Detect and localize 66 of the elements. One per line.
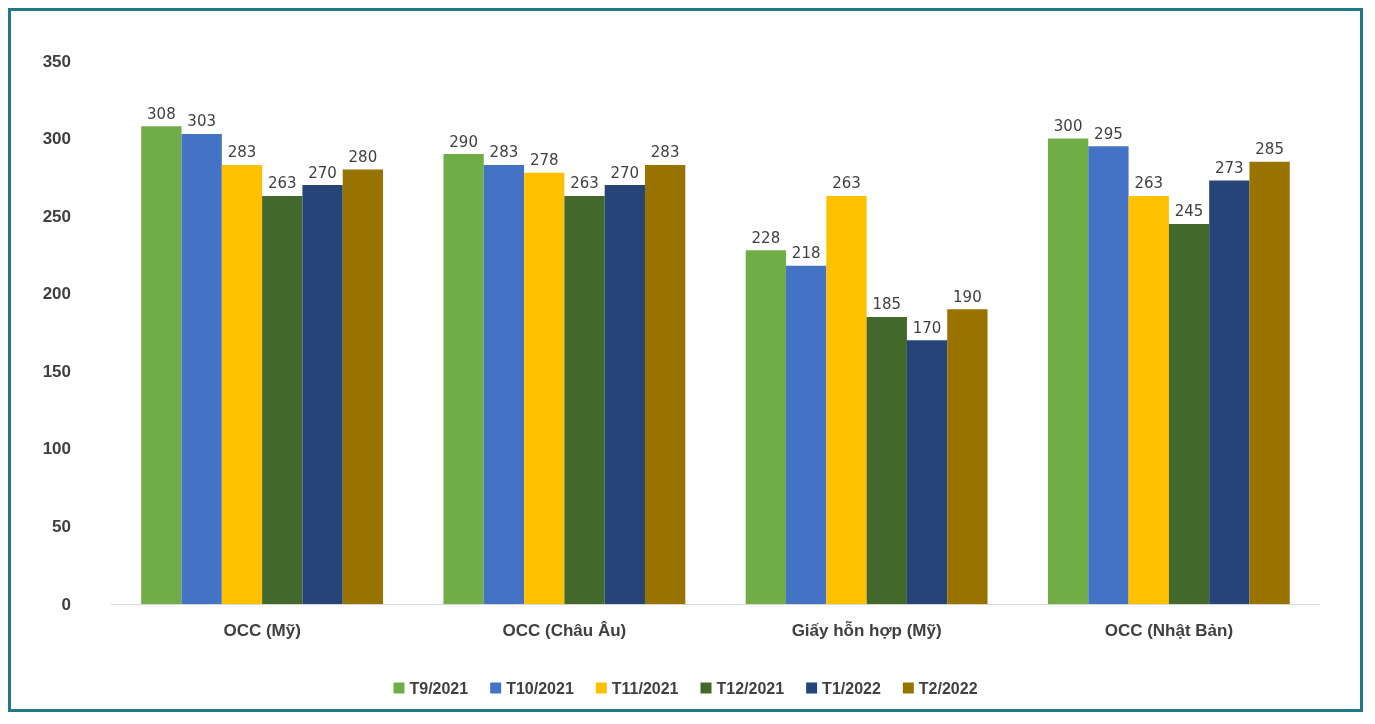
y-tick-label: 50 <box>52 516 71 536</box>
bar <box>1047 138 1089 604</box>
data-label: 278 <box>529 151 559 170</box>
bar <box>604 185 645 604</box>
data-label: 170 <box>912 318 942 337</box>
x-tick-label: OCC (Mỹ) <box>223 621 301 640</box>
data-label: 295 <box>1094 124 1123 143</box>
x-tick-label: Giấy hỗn hợp (Mỹ) <box>791 621 942 640</box>
y-tick-label: 300 <box>42 129 71 149</box>
bar <box>221 164 263 604</box>
bar <box>483 164 525 604</box>
bar <box>947 309 988 604</box>
bar <box>1128 195 1169 604</box>
data-label: 273 <box>1215 158 1244 177</box>
bar <box>564 195 605 604</box>
bar <box>141 126 182 604</box>
bar <box>826 195 867 604</box>
bar <box>786 265 827 604</box>
data-label: 263 <box>570 174 599 193</box>
data-label: 283 <box>650 143 680 162</box>
bar <box>866 316 907 604</box>
data-label: 283 <box>489 143 519 162</box>
data-label: 270 <box>308 163 337 182</box>
data-label: 300 <box>1053 117 1083 136</box>
data-label: 290 <box>449 132 478 151</box>
bar <box>302 185 343 604</box>
data-label: 263 <box>1134 174 1164 193</box>
bar <box>443 154 484 604</box>
y-tick-label: 150 <box>42 361 71 381</box>
bar <box>524 172 565 604</box>
data-label: 263 <box>832 174 861 193</box>
bar <box>342 169 384 604</box>
data-label: 263 <box>267 174 297 193</box>
data-label: 218 <box>791 244 821 263</box>
bar <box>745 250 787 604</box>
legend-label: T12/2021 <box>716 679 785 697</box>
y-tick-label: 350 <box>42 51 71 71</box>
data-label: 285 <box>1255 140 1284 159</box>
legend-label: T11/2021 <box>611 679 679 697</box>
bar <box>1249 161 1290 604</box>
data-label: 283 <box>227 143 257 162</box>
x-tick-label: OCC (Nhật Bản) <box>1104 621 1234 640</box>
y-tick-label: 200 <box>42 284 71 304</box>
y-tick-label: 100 <box>42 439 71 459</box>
data-label: 245 <box>1174 202 1204 221</box>
legend-label: T9/2021 <box>409 679 469 697</box>
x-tick-label: OCC (Châu Âu) <box>502 621 627 640</box>
legend-label: T2/2022 <box>918 679 978 697</box>
bar <box>181 133 222 604</box>
data-label: 185 <box>872 295 902 314</box>
data-label: 228 <box>751 228 781 247</box>
data-label: 280 <box>348 148 378 167</box>
data-label: 303 <box>187 112 216 131</box>
bar <box>906 340 948 604</box>
bar <box>644 164 686 604</box>
data-label: 308 <box>147 104 176 123</box>
y-tick-label: 250 <box>42 206 71 226</box>
bar <box>1088 146 1129 604</box>
bar <box>1209 180 1250 604</box>
data-label: 190 <box>953 287 982 306</box>
bar <box>262 195 303 604</box>
bar <box>1168 223 1210 604</box>
data-label: 270 <box>610 163 640 182</box>
legend-label: T1/2022 <box>822 679 881 697</box>
y-tick-label: 0 <box>61 594 71 614</box>
legend-label: T10/2021 <box>506 679 574 697</box>
